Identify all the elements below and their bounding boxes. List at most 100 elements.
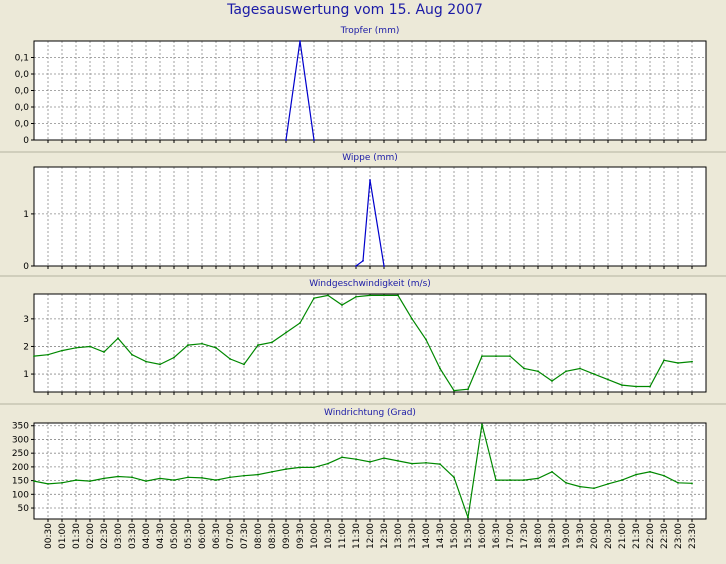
data-point [145, 480, 147, 483]
data-point [285, 139, 287, 141]
xtick-label: 22:00 [646, 523, 656, 549]
ytick-label: 250 [12, 449, 29, 459]
xtick-label: 20:00 [590, 523, 600, 549]
xtick-label: 20:30 [604, 523, 614, 549]
data-point [439, 463, 441, 466]
data-point [579, 367, 581, 370]
chart-title: Tagesauswertung vom 15. Aug 2007 [226, 2, 483, 18]
xtick-label: 06:00 [198, 523, 208, 549]
data-point [467, 388, 469, 391]
data-point [313, 139, 315, 141]
xtick-label: 11:00 [338, 523, 348, 549]
xtick-label: 23:30 [688, 523, 698, 549]
data-point [537, 370, 539, 373]
data-point [117, 337, 119, 340]
data-point [425, 461, 427, 464]
data-point [439, 367, 441, 370]
data-point [607, 482, 609, 485]
xtick-label: 13:30 [408, 523, 418, 549]
data-point [243, 474, 245, 477]
data-point [89, 480, 91, 483]
data-point [145, 360, 147, 363]
xtick-label: 15:30 [464, 523, 474, 549]
xtick-label: 14:00 [422, 523, 432, 549]
xtick-label: 21:30 [632, 523, 642, 549]
xtick-label: 01:00 [58, 523, 68, 549]
data-point [215, 346, 217, 349]
xtick-label: 08:30 [268, 523, 278, 549]
data-point [243, 363, 245, 366]
data-point [649, 470, 651, 473]
data-point [355, 265, 357, 267]
chart-panels: Tropfer (mm) 0 0,0 0,0 0,0 0,0 0,1 Wippe (mm) 0 1… [0, 26, 726, 522]
data-point [271, 341, 273, 344]
xtick-label: 11:30 [352, 523, 362, 549]
data-point [341, 456, 343, 459]
data-point [635, 385, 637, 388]
xtick-label: 19:30 [576, 523, 586, 549]
xtick-label: 00:30 [44, 523, 54, 549]
data-point [551, 380, 553, 382]
series-line [355, 179, 385, 267]
xtick-label: 09:00 [282, 523, 292, 549]
data-point [103, 351, 105, 353]
data-point [481, 423, 483, 426]
xtick-label: 13:00 [394, 523, 404, 549]
data-point [187, 344, 189, 346]
ytick-label: 350 [12, 422, 29, 432]
ytick-label: 150 [12, 477, 29, 487]
data-point [369, 179, 371, 181]
series-line [33, 424, 693, 518]
ytick-label: 0,0 [15, 87, 30, 97]
ytick-label: 100 [12, 490, 29, 500]
data-point [173, 356, 175, 359]
xtick-label: 16:00 [478, 523, 488, 549]
panel-title: Windrichtung (Grad) [324, 408, 416, 418]
panel-title: Wippe (mm) [342, 153, 398, 163]
data-point [495, 355, 497, 358]
data-point [607, 378, 609, 381]
data-point [509, 479, 511, 481]
data-point [187, 476, 189, 479]
panel-4: Windrichtung (Grad) 50 100 150 200 250 300 350 [12, 408, 707, 522]
data-point [677, 481, 679, 484]
data-point [173, 479, 175, 481]
xtick-label: 12:30 [380, 523, 390, 549]
data-point [257, 473, 259, 476]
data-point [383, 457, 385, 460]
data-point [159, 363, 161, 366]
ytick-label: 1 [23, 210, 29, 220]
data-point [131, 353, 133, 356]
xtick-label: 18:30 [548, 523, 558, 549]
data-point [621, 384, 623, 386]
time-axis: 00:30 01:00 01:30 02:00 02:30 03:00 03:30 04:00… [44, 523, 698, 549]
data-point [313, 297, 315, 300]
data-point [663, 359, 665, 362]
xtick-label: 07:00 [226, 523, 236, 549]
panel-title: Tropfer (mm) [340, 26, 400, 36]
data-point [481, 355, 483, 358]
data-point [201, 342, 203, 345]
data-point [313, 466, 315, 469]
ytick-label: 0 [23, 262, 29, 272]
data-point [383, 265, 385, 267]
data-point [537, 477, 539, 480]
data-point [369, 461, 371, 463]
ytick-label: 0,1 [15, 54, 29, 64]
data-point [621, 479, 623, 481]
data-point [131, 476, 133, 479]
data-point [89, 345, 91, 348]
xtick-label: 07:30 [240, 523, 250, 549]
ytick-label: 2 [23, 342, 29, 352]
data-point [495, 479, 497, 481]
panel-1: Tropfer (mm) 0 0,0 0,0 0,0 0,0 0,1 [15, 26, 707, 146]
data-point [229, 476, 231, 479]
data-point [355, 458, 357, 461]
data-point [159, 477, 161, 480]
data-point [61, 349, 63, 352]
data-point [467, 516, 469, 519]
data-point [369, 294, 371, 297]
xtick-label: 03:30 [128, 523, 138, 549]
xtick-label: 08:00 [254, 523, 264, 549]
xtick-label: 19:00 [562, 523, 572, 549]
